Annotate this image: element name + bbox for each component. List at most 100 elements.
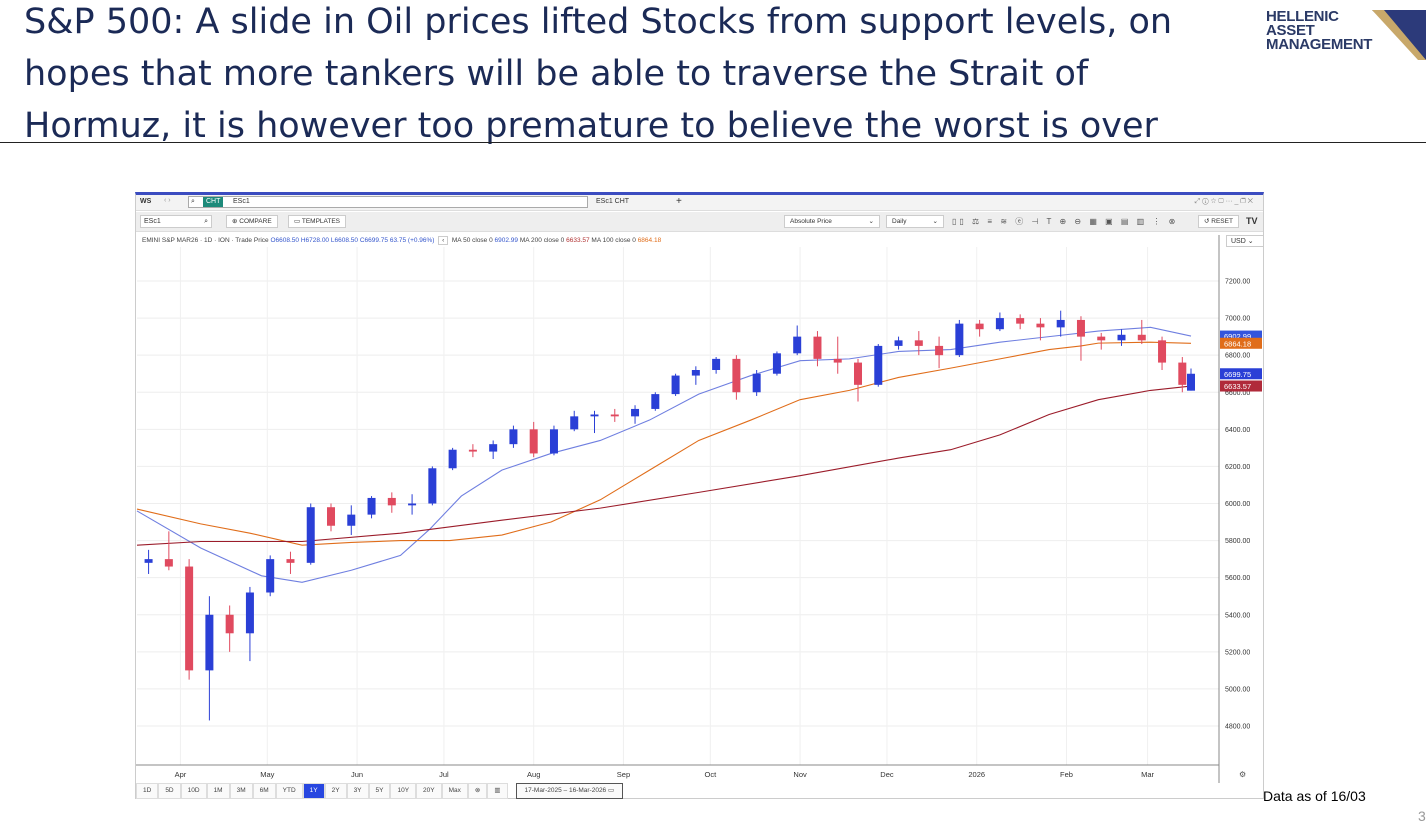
range-button-3m[interactable]: 3M bbox=[229, 783, 253, 799]
open-value: O6608.50 bbox=[270, 237, 300, 244]
candle-body bbox=[347, 514, 356, 526]
y-tick-label: 6000.00 bbox=[1225, 501, 1250, 508]
range-button-20y[interactable]: 20Y bbox=[416, 783, 442, 799]
ma-line bbox=[136, 385, 1192, 546]
compare-label: COMPARE bbox=[239, 218, 272, 225]
title-divider bbox=[0, 142, 1426, 143]
candle-body bbox=[1117, 334, 1126, 341]
ma-line bbox=[136, 341, 1192, 546]
candle-body bbox=[1076, 319, 1085, 337]
candle-body bbox=[874, 345, 883, 385]
collapse-legend-button[interactable]: ‹ bbox=[438, 236, 449, 245]
range-button-5y[interactable]: 5Y bbox=[368, 783, 391, 799]
range-button-max[interactable]: Max bbox=[441, 783, 468, 799]
instrument-label: EMINI S&P MAR26 · 1D · ION · Trade Price bbox=[142, 237, 269, 244]
candle-body bbox=[772, 353, 781, 374]
candle-body bbox=[975, 323, 984, 330]
candle-body bbox=[306, 507, 315, 563]
candle-body bbox=[570, 416, 579, 430]
candle-body bbox=[468, 449, 477, 452]
date-range-input[interactable]: 17-Mar-2025 – 16-Mar-2026 ▭ bbox=[515, 783, 624, 799]
add-tab-button[interactable]: + bbox=[676, 196, 682, 207]
y-tick-label: 6600.00 bbox=[1225, 390, 1250, 397]
candle-body bbox=[428, 468, 437, 504]
change-value: 63.75 (+0.96%) bbox=[389, 237, 435, 244]
low-value: L6608.50 bbox=[330, 237, 358, 244]
range-button-10d[interactable]: 10D bbox=[180, 783, 207, 799]
candle-body bbox=[995, 318, 1004, 330]
y-tick-label: 6400.00 bbox=[1225, 427, 1250, 434]
candle-body bbox=[1158, 340, 1167, 363]
range-button-1d[interactable]: 1D bbox=[136, 783, 159, 799]
search-box[interactable]: ⌕ CHT ESc1 bbox=[188, 196, 588, 208]
ma200-label: MA 200 close 0 bbox=[519, 237, 565, 244]
candle-body bbox=[793, 336, 802, 354]
page-number: 3 bbox=[1418, 808, 1426, 824]
interval-value: Daily bbox=[892, 218, 907, 225]
price-mode-select[interactable]: Absolute Price ⌄ bbox=[784, 215, 880, 228]
range-button-3y[interactable]: 3Y bbox=[346, 783, 369, 799]
calendar-toggle-icon[interactable]: ▥ bbox=[487, 783, 508, 799]
price-tag-label: 6902.99 bbox=[1224, 332, 1251, 341]
workspace-menu[interactable]: WS bbox=[140, 198, 152, 205]
reset-button[interactable]: ↺ RESET bbox=[1198, 215, 1239, 228]
drawing-tools-icon[interactable]: ▯▯ ⚖ ≡ ≋ ⓔ ⊣ T ⊕ ⊖ ▦ ▣ ▤ ▥ ⋮ ⊗ bbox=[952, 217, 1179, 226]
price-chart[interactable]: 4800.00 5000.00 5200.00 5400.00 5600.00 5800.… bbox=[136, 195, 1263, 783]
candle-body bbox=[408, 503, 417, 506]
x-tick-label: Nov bbox=[793, 770, 807, 779]
tab-esc1-cht[interactable]: ESc1 CHT bbox=[596, 198, 630, 205]
ric-value: ESc1 bbox=[144, 218, 161, 225]
range-button-5d[interactable]: 5D bbox=[158, 783, 181, 799]
search-value: ESc1 bbox=[233, 198, 250, 205]
candle-body bbox=[813, 336, 822, 359]
cht-badge: CHT bbox=[203, 197, 224, 207]
candle-body bbox=[894, 340, 903, 346]
candle-body bbox=[367, 497, 376, 515]
range-button-2y[interactable]: 2Y bbox=[324, 783, 347, 799]
price-mode-value: Absolute Price bbox=[790, 218, 832, 225]
chart-toolbar: ESc1 ⌕ ⊕ COMPARE ▭ TEMPLATES Absolute Pri… bbox=[136, 212, 1263, 232]
tradingview-logo-icon: TV bbox=[1246, 216, 1258, 226]
y-tick-label: 7200.00 bbox=[1225, 279, 1250, 286]
candle-body bbox=[1097, 336, 1106, 341]
range-settings-icon[interactable]: ⊗ bbox=[467, 783, 488, 799]
ma200-value: 6633.57 bbox=[566, 237, 590, 244]
ma50-value: 6902.99 bbox=[494, 237, 519, 244]
y-tick-label: 5000.00 bbox=[1225, 686, 1250, 693]
ma-line bbox=[136, 326, 1192, 583]
price-tag-label: 6699.75 bbox=[1224, 370, 1251, 379]
x-tick-label: Feb bbox=[1060, 770, 1073, 779]
back-forward-icon[interactable]: ‹ › bbox=[164, 197, 171, 204]
candle-body bbox=[245, 592, 254, 634]
interval-select[interactable]: Daily ⌄ bbox=[886, 215, 944, 228]
ric-input[interactable]: ESc1 ⌕ bbox=[140, 215, 212, 228]
range-button-ytd[interactable]: YTD bbox=[275, 783, 303, 799]
range-button-10y[interactable]: 10Y bbox=[390, 783, 417, 799]
reset-label: RESET bbox=[1211, 218, 1233, 225]
candle-body bbox=[854, 362, 863, 385]
x-tick-label: Apr bbox=[175, 770, 187, 779]
axis-settings-icon[interactable]: ⚙ bbox=[1239, 770, 1246, 779]
range-button-6m[interactable]: 6M bbox=[252, 783, 276, 799]
price-tag-label: 6864.18 bbox=[1224, 339, 1251, 348]
candle-body bbox=[266, 559, 275, 593]
x-tick-label: Oct bbox=[704, 770, 717, 779]
close-value: C6699.75 bbox=[359, 237, 389, 244]
candle-body bbox=[691, 370, 700, 376]
price-tag-label: 6633.57 bbox=[1224, 382, 1251, 391]
candle-body bbox=[225, 614, 234, 634]
search-icon: ⌕ bbox=[191, 198, 195, 205]
x-tick-label: Sep bbox=[617, 770, 630, 779]
candle-body bbox=[752, 373, 761, 393]
candle-body bbox=[509, 429, 518, 445]
range-button-1y[interactable]: 1Y bbox=[302, 783, 325, 799]
compare-button[interactable]: ⊕ COMPARE bbox=[226, 215, 278, 228]
y-tick-label: 6800.00 bbox=[1225, 353, 1250, 360]
currency-select[interactable]: USD ⌄ bbox=[1226, 235, 1264, 247]
range-button-1m[interactable]: 1M bbox=[206, 783, 230, 799]
ma100-label: MA 100 close 0 bbox=[591, 237, 636, 244]
templates-button[interactable]: ▭ TEMPLATES bbox=[288, 215, 347, 228]
window-controls-icon[interactable]: ⤢ ⓘ ☆ ▢ ··· _ ❐ ✕ bbox=[1194, 198, 1253, 205]
y-tick-label: 5200.00 bbox=[1225, 649, 1250, 656]
candle-body bbox=[712, 358, 721, 370]
